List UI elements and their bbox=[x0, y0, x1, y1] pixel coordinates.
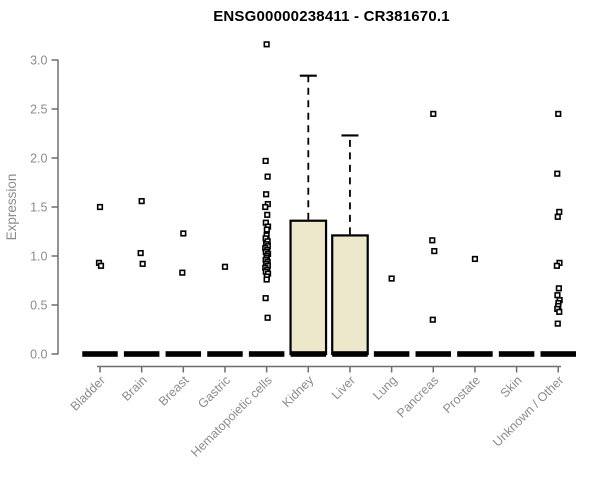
outlier-point bbox=[264, 314, 271, 321]
chart-title: ENSG00000238411 - CR381670.1 bbox=[213, 8, 450, 25]
outlier-point bbox=[139, 260, 146, 267]
x-category-label: Pancreas bbox=[394, 373, 441, 420]
median-bar bbox=[207, 351, 243, 357]
outlier-point bbox=[554, 170, 561, 177]
median-bar bbox=[498, 351, 535, 357]
outlier-point bbox=[263, 276, 270, 283]
x-category-label: Unknown / Other bbox=[490, 373, 566, 449]
x-category-label: Brain bbox=[119, 373, 150, 404]
outlier-point bbox=[556, 208, 563, 216]
outlier-point bbox=[263, 41, 270, 48]
x-category-label: Lung bbox=[370, 373, 400, 403]
box-iqr bbox=[331, 234, 369, 356]
outlier-point bbox=[471, 255, 479, 263]
outlier-point bbox=[263, 191, 270, 198]
outlier-point bbox=[221, 263, 229, 270]
median-bar bbox=[540, 351, 577, 357]
outlier-point bbox=[429, 237, 436, 244]
outlier-point bbox=[138, 198, 145, 205]
y-tick-label: 2.0 bbox=[30, 151, 47, 165]
outlier-point bbox=[556, 308, 563, 315]
outlier-point bbox=[262, 157, 269, 165]
y-axis-title: Expression bbox=[4, 174, 19, 241]
outlier-point bbox=[388, 275, 395, 282]
x-category-label: Kidney bbox=[279, 373, 316, 410]
outlier-point bbox=[431, 248, 438, 255]
outlier-point bbox=[553, 262, 560, 269]
outlier-point bbox=[137, 249, 144, 257]
median-bar bbox=[457, 351, 493, 357]
y-tick-label: 3.0 bbox=[30, 53, 47, 67]
outlier-point bbox=[554, 320, 561, 327]
outlier-point bbox=[430, 110, 437, 117]
median-bar bbox=[332, 351, 368, 357]
outlier-point bbox=[555, 110, 562, 117]
box-iqr bbox=[289, 219, 328, 356]
median-bar bbox=[82, 351, 118, 357]
median-bar bbox=[165, 351, 202, 357]
outlier-point bbox=[262, 203, 269, 211]
x-category-label: Hematopoietic cells bbox=[188, 373, 275, 460]
y-tick-label: 0.5 bbox=[30, 298, 47, 312]
y-tick-label: 0.0 bbox=[30, 347, 47, 361]
median-bar bbox=[415, 351, 452, 357]
x-category-label: Liver bbox=[329, 373, 358, 402]
outlier-point bbox=[554, 292, 561, 299]
median-bar bbox=[290, 351, 327, 357]
outlier-point bbox=[263, 226, 270, 233]
outlier-point bbox=[264, 211, 271, 218]
outlier-point bbox=[429, 316, 436, 323]
x-category-label: Breast bbox=[156, 373, 192, 409]
outlier-point bbox=[262, 295, 269, 302]
outlier-point bbox=[264, 173, 271, 180]
median-bar bbox=[373, 351, 410, 357]
outlier-point bbox=[97, 262, 105, 269]
outlier-point bbox=[179, 269, 186, 276]
outlier-point bbox=[554, 213, 561, 220]
y-tick-label: 1.0 bbox=[30, 249, 47, 263]
y-tick-label: 1.5 bbox=[30, 200, 47, 214]
outlier-point bbox=[96, 203, 104, 211]
x-category-label: Gastric bbox=[195, 373, 233, 411]
x-category-label: Prostate bbox=[440, 373, 483, 416]
median-bar bbox=[248, 351, 285, 357]
x-category-label: Bladder bbox=[68, 373, 108, 413]
outlier-point bbox=[180, 230, 187, 237]
x-category-label: Skin bbox=[498, 373, 525, 400]
outlier-point bbox=[555, 285, 562, 292]
median-bar bbox=[123, 351, 160, 357]
y-tick-label: 2.5 bbox=[30, 102, 47, 116]
